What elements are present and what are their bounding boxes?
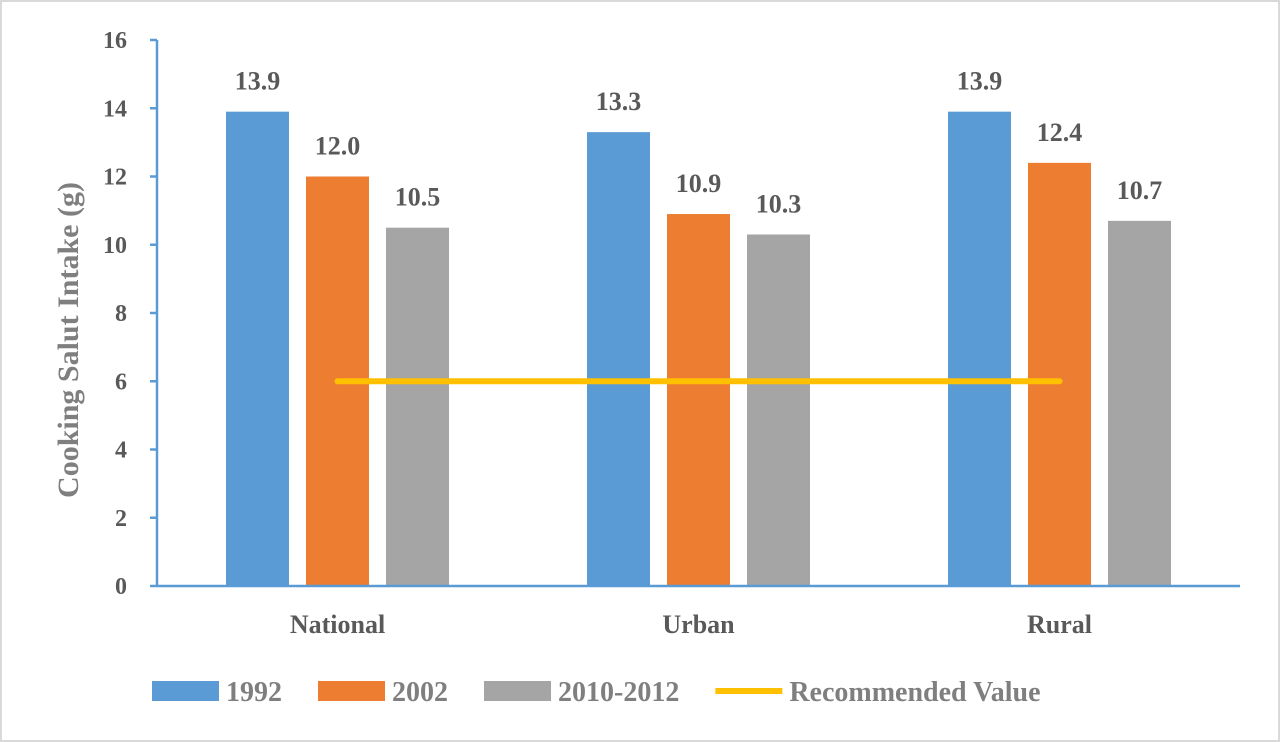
legend-label: 2010-2012 [558,677,679,708]
legend-label: 2002 [392,677,448,708]
bar-urban-1992 [587,132,650,586]
data-label: 12.0 [315,132,361,161]
bar-rural-2010-2012 [1108,220,1171,587]
y-tick-label: 2 [115,506,127,532]
legend-label: Recommended Value [789,677,1040,708]
x-category-label: Rural [1027,610,1092,639]
bar-rural-1992 [948,111,1011,586]
data-label: 10.5 [395,183,441,212]
bar-rural-2002 [1028,162,1091,586]
y-tick-label: 12 [103,165,127,191]
data-label: 13.9 [235,67,281,96]
legend-swatch-2002 [318,681,385,701]
y-tick-label: 6 [115,369,127,395]
y-axis: 0 2 4 6 8 10 12 14 16 [103,28,159,600]
x-category-label: National [290,610,385,639]
data-label: 10.7 [1117,176,1163,205]
data-label: 10.9 [676,169,722,198]
legend-swatch-2010-2012 [484,681,551,701]
bars [226,111,1171,587]
y-tick-label: 14 [103,96,127,122]
bar-urban-2002 [667,214,730,586]
bar-urban-2010-2012 [747,234,810,586]
y-tick-label: 4 [115,438,127,464]
bar-national-2010-2012 [386,227,449,586]
data-labels: 13.9 12.0 10.5 13.3 10.9 10.3 13.9 12.4 10.7 [235,67,1163,219]
y-axis-title: Cooking Salut Intake (g) [52,182,85,498]
legend-label: 1992 [226,677,282,708]
y-tick-label: 0 [115,574,127,600]
data-label: 13.9 [957,67,1003,96]
x-category-label: Urban [662,610,735,639]
data-label: 10.3 [756,190,802,219]
bar-national-1992 [226,111,289,586]
data-label: 12.4 [1037,118,1083,147]
y-tick-label: 16 [103,28,127,54]
legend-swatch-1992 [152,681,219,701]
y-tick-label: 10 [103,233,127,259]
x-axis: National Urban Rural [157,584,1240,639]
y-tick-label: 8 [115,301,127,327]
legend: 1992 2002 2010-2012 Recommended Value [152,677,1041,708]
data-label: 13.3 [596,87,642,116]
